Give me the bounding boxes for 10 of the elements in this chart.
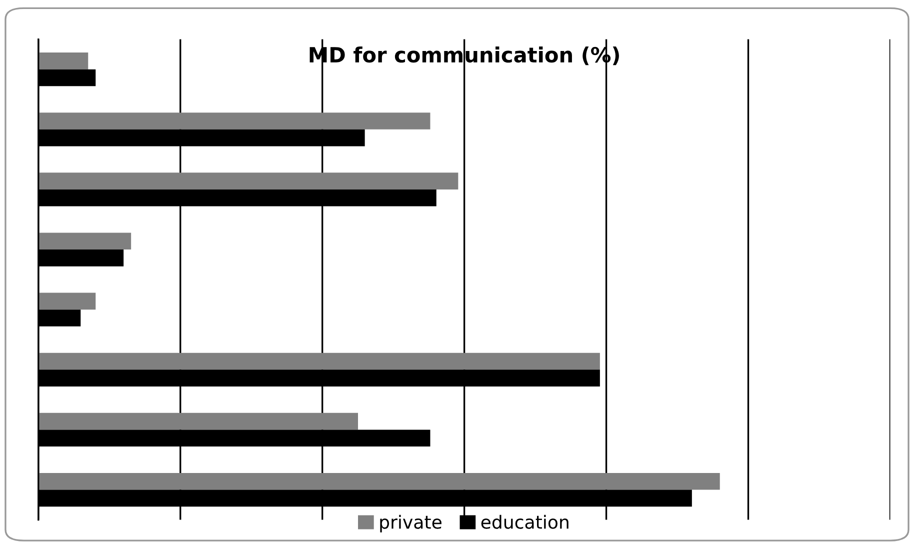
bar (38, 172, 458, 190)
legend-label: education (481, 514, 568, 529)
bar (38, 52, 88, 70)
legend-label: private (380, 514, 442, 532)
bar (38, 292, 96, 310)
bar (38, 472, 720, 490)
bar (38, 232, 132, 250)
bar (38, 352, 600, 370)
bar (38, 412, 358, 430)
bar (38, 112, 430, 130)
